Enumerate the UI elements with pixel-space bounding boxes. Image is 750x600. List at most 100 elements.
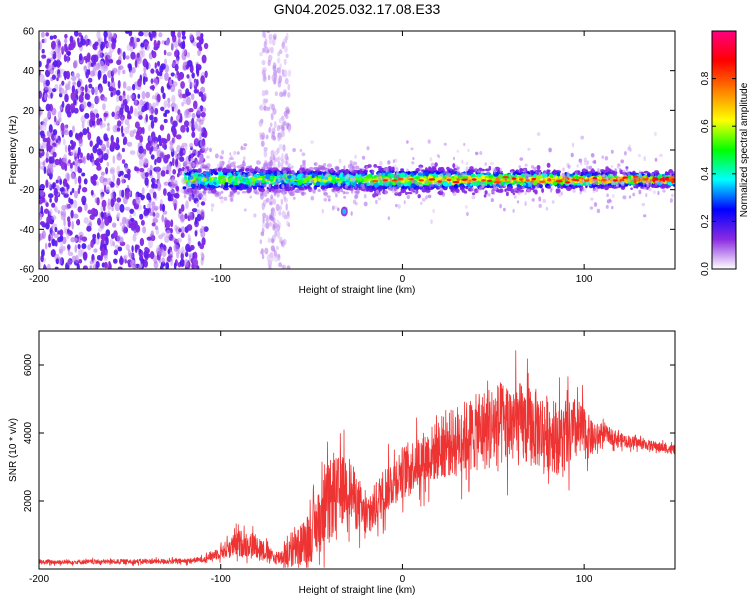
noise-band-speckle (262, 216, 265, 224)
signal-halo (406, 140, 409, 144)
noise-speckle (45, 79, 50, 87)
noise-speckle (77, 236, 82, 243)
noise-speckle (100, 194, 104, 200)
noise-speckle (82, 128, 88, 136)
signal-halo (411, 161, 415, 165)
signal-cell (233, 189, 237, 194)
signal-halo (562, 167, 565, 172)
signal-halo (206, 155, 210, 159)
signal-cell (407, 171, 411, 175)
signal-halo (370, 181, 374, 187)
signal-halo (310, 195, 315, 201)
signal-halo (322, 166, 324, 171)
signal-halo (430, 219, 433, 225)
noise-speckle (137, 78, 142, 88)
signal-cell (288, 186, 294, 191)
signal-cell (203, 165, 208, 169)
signal-cell (391, 170, 395, 173)
noise-speckle (154, 158, 157, 166)
signal-cell (274, 189, 278, 194)
signal-halo (424, 180, 428, 184)
signal-cell (312, 189, 316, 194)
noise-speckle (199, 39, 204, 44)
signal-halo (453, 156, 455, 161)
noise-speckle (78, 53, 83, 61)
signal-halo (206, 147, 209, 151)
snr-frame (38, 330, 676, 570)
noise-speckle (51, 74, 57, 80)
signal-halo (301, 175, 305, 179)
signal-cell (211, 168, 215, 174)
noise-speckle (184, 213, 188, 220)
noise-speckle (83, 217, 89, 224)
signal-halo (601, 181, 605, 185)
signal-halo (305, 184, 309, 188)
noise-speckle (54, 195, 59, 203)
signal-halo (464, 173, 468, 177)
noise-speckle (172, 169, 177, 175)
noise-speckle (183, 259, 189, 268)
signal-halo (394, 158, 398, 163)
signal-halo (516, 200, 520, 204)
signal-cell (226, 168, 230, 173)
noise-speckle (127, 171, 131, 181)
signal-cell (242, 177, 247, 183)
signal-cell (410, 172, 415, 177)
signal-halo (291, 169, 295, 175)
signal-cell (434, 162, 438, 168)
noise-speckle (83, 65, 88, 74)
noise-speckle (63, 38, 68, 44)
noise-speckle (96, 118, 100, 126)
signal-halo (232, 161, 237, 165)
noise-speckle (52, 53, 56, 60)
noise-speckle (180, 232, 185, 238)
signal-halo (575, 170, 579, 175)
signal-cell (320, 182, 326, 186)
signal-cell (187, 172, 191, 176)
noise-speckle (91, 158, 95, 167)
noise-speckle (70, 209, 74, 219)
signal-cell (499, 188, 504, 193)
noise-speckle (46, 263, 51, 269)
signal-cell (193, 172, 199, 178)
signal-halo (660, 180, 664, 185)
noise-band-speckle (274, 150, 279, 156)
noise-speckle (140, 219, 145, 226)
noise-speckle (59, 229, 64, 237)
spectrogram-x-ticks: -200 -100 0 100 (29, 31, 593, 285)
signal-halo (601, 155, 604, 159)
signal-halo (553, 175, 556, 178)
noise-speckle (192, 41, 198, 47)
noise-speckle (179, 156, 185, 162)
noise-speckle (149, 251, 155, 260)
noise-band-speckle (286, 265, 291, 269)
noise-speckle (143, 65, 147, 74)
noise-speckle (59, 105, 63, 111)
signal-cell (254, 191, 260, 195)
signal-halo (526, 175, 529, 179)
noise-speckle (71, 255, 77, 263)
signal-cell (259, 168, 264, 173)
signal-halo (662, 189, 666, 193)
noise-speckle (92, 67, 96, 73)
noise-speckle (163, 138, 166, 144)
noise-speckle (45, 103, 51, 112)
noise-band-speckle (283, 197, 289, 203)
noise-band-speckle (285, 108, 289, 116)
noise-speckle (66, 173, 70, 182)
signal-cell (506, 186, 512, 192)
signal-cell (551, 170, 557, 175)
noise-speckle (157, 171, 161, 180)
signal-cell (459, 185, 464, 191)
signal-halo (535, 183, 540, 188)
signal-cell (452, 163, 456, 169)
noise-speckle (200, 140, 206, 149)
signal-halo (333, 205, 338, 209)
signal-cell (546, 162, 551, 168)
noise-speckle (44, 92, 47, 101)
noise-speckle (134, 197, 141, 206)
signal-halo (343, 165, 346, 171)
signal-halo (611, 164, 614, 168)
noise-speckle (86, 225, 92, 232)
signal-halo (581, 179, 584, 184)
